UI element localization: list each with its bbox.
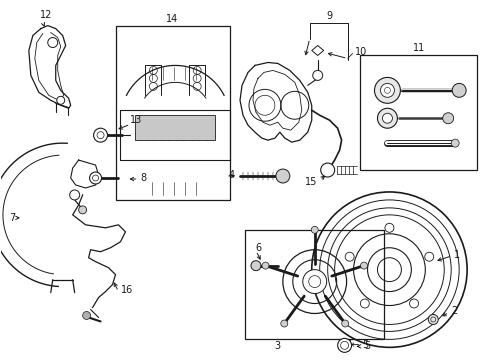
Bar xyxy=(116,26,230,200)
Bar xyxy=(360,55,477,170)
Circle shape xyxy=(452,84,466,97)
Text: 11: 11 xyxy=(413,42,425,53)
Circle shape xyxy=(380,84,394,97)
Circle shape xyxy=(90,172,101,184)
Text: 10: 10 xyxy=(355,48,367,58)
Circle shape xyxy=(303,270,327,293)
Text: 4: 4 xyxy=(228,170,234,180)
Circle shape xyxy=(94,128,107,142)
Circle shape xyxy=(383,113,392,123)
Circle shape xyxy=(374,77,400,103)
Text: 5←: 5← xyxy=(345,340,360,350)
Circle shape xyxy=(262,262,269,269)
Circle shape xyxy=(361,262,368,269)
Text: 14: 14 xyxy=(166,14,178,24)
Circle shape xyxy=(281,320,288,327)
Text: 2: 2 xyxy=(451,306,458,316)
Text: 1: 1 xyxy=(454,250,460,260)
Circle shape xyxy=(70,190,80,200)
Text: 3: 3 xyxy=(275,341,281,351)
Text: 5: 5 xyxy=(363,340,369,350)
Bar xyxy=(147,66,203,84)
Circle shape xyxy=(78,206,87,214)
Bar xyxy=(245,230,385,339)
Circle shape xyxy=(313,71,323,80)
Circle shape xyxy=(48,37,58,48)
Circle shape xyxy=(443,113,454,124)
Circle shape xyxy=(251,261,261,271)
Circle shape xyxy=(83,311,91,319)
Text: 15: 15 xyxy=(305,177,318,187)
Text: 16: 16 xyxy=(121,284,133,294)
Text: 9: 9 xyxy=(327,11,333,21)
Circle shape xyxy=(57,96,65,104)
Bar xyxy=(147,180,203,198)
Circle shape xyxy=(342,320,349,327)
Circle shape xyxy=(451,139,459,147)
Circle shape xyxy=(377,108,397,128)
Text: 6: 6 xyxy=(255,243,261,253)
Text: 12: 12 xyxy=(40,10,52,20)
Text: 7: 7 xyxy=(9,213,15,223)
Text: 8: 8 xyxy=(141,173,147,183)
Text: 13: 13 xyxy=(130,115,143,125)
Circle shape xyxy=(428,315,438,324)
Circle shape xyxy=(338,338,352,352)
Bar xyxy=(135,115,215,140)
Circle shape xyxy=(311,226,318,233)
Circle shape xyxy=(321,163,335,177)
Circle shape xyxy=(276,169,290,183)
Text: 5: 5 xyxy=(365,341,371,351)
